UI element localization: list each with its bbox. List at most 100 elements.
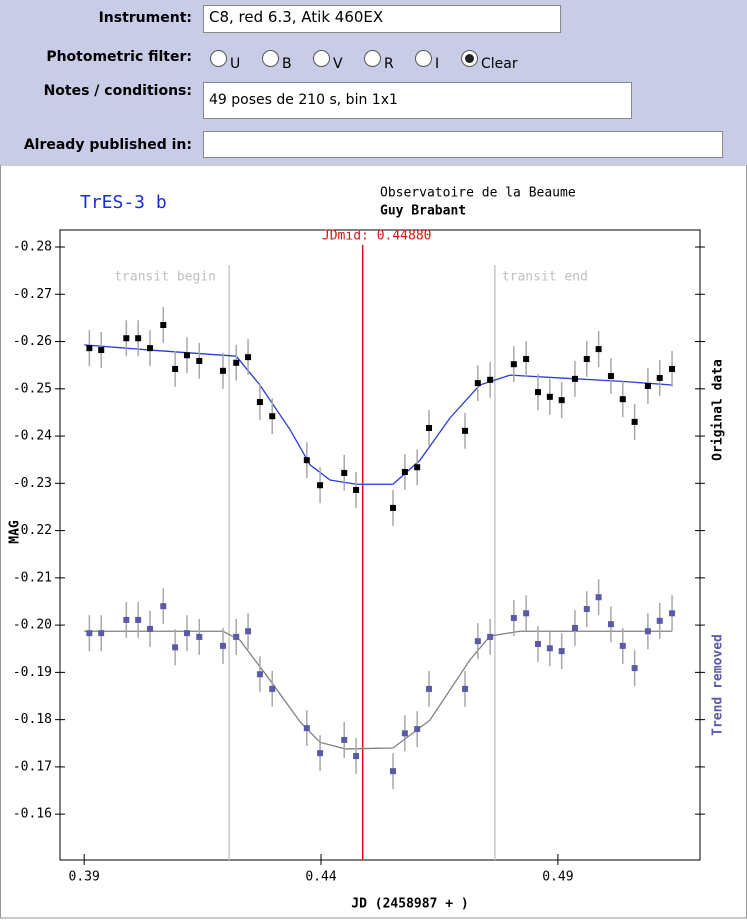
y-tick-label: -0.22 — [13, 523, 52, 538]
point — [219, 367, 226, 374]
point — [619, 642, 626, 649]
point — [303, 457, 310, 464]
point — [160, 321, 167, 328]
point — [571, 375, 578, 382]
form: Instrument: C8, red 6.3, Atik 460EX Phot… — [0, 0, 747, 165]
point — [534, 389, 541, 396]
point — [353, 486, 360, 493]
point — [317, 750, 324, 757]
point — [510, 361, 517, 368]
radio-label: Clear — [481, 56, 518, 72]
observatory: Observatoire de la Beaume — [380, 186, 576, 201]
x-tick-label: 0.44 — [305, 870, 336, 885]
point — [595, 346, 602, 353]
point — [317, 482, 324, 489]
series-label: Trend removed — [711, 634, 726, 736]
point — [256, 399, 263, 406]
y-tick-label: -0.18 — [13, 712, 52, 727]
point — [546, 645, 553, 652]
point — [558, 648, 565, 655]
point — [147, 345, 154, 352]
point — [631, 665, 638, 672]
point — [98, 347, 105, 354]
radio[interactable]: B — [262, 48, 292, 72]
x-tick-label: 0.39 — [69, 870, 100, 885]
notes-input[interactable]: 49 poses de 210 s, bin 1x1 — [203, 82, 632, 119]
point — [233, 359, 240, 366]
radio-circle[interactable] — [461, 49, 478, 67]
y-tick-label: -0.26 — [13, 334, 52, 349]
radio-circle[interactable] — [262, 49, 279, 67]
point — [123, 616, 130, 623]
y-axis-label: MAG — [8, 520, 23, 544]
y-tick-label: -0.27 — [13, 287, 52, 302]
y-tick-label: -0.23 — [13, 476, 52, 491]
radio[interactable]: Clear — [461, 48, 518, 72]
y-tick-label: -0.28 — [13, 240, 52, 255]
x-axis-label: JD (2458987 + ) — [351, 897, 468, 912]
point — [245, 628, 252, 635]
radio-label: U — [230, 56, 241, 72]
point — [341, 736, 348, 743]
point — [607, 373, 614, 380]
transit-label: transit begin — [114, 270, 216, 285]
y-tick-label: -0.16 — [13, 807, 52, 822]
point — [245, 354, 252, 361]
point — [487, 376, 494, 383]
point — [523, 610, 530, 617]
y-tick-label: -0.21 — [13, 570, 52, 585]
published-input[interactable] — [203, 131, 723, 158]
point — [546, 393, 553, 400]
point — [426, 685, 433, 692]
label: Already published in: — [23, 137, 192, 153]
point — [583, 356, 590, 363]
point — [172, 644, 179, 651]
point — [462, 427, 469, 434]
point — [558, 397, 565, 404]
point — [269, 413, 276, 420]
point — [656, 617, 663, 624]
x-tick-label: 0.49 — [542, 870, 573, 885]
point — [390, 504, 397, 511]
point — [510, 615, 517, 622]
point — [303, 725, 310, 732]
label: Instrument: — [98, 10, 192, 26]
point — [669, 365, 676, 372]
point — [183, 352, 190, 359]
point — [172, 365, 179, 372]
point — [669, 610, 676, 617]
point — [474, 638, 481, 645]
y-tick-label: -0.19 — [13, 665, 52, 680]
point — [631, 418, 638, 425]
point — [269, 685, 276, 692]
radio-circle[interactable] — [364, 49, 381, 67]
point — [474, 380, 481, 387]
point — [644, 382, 651, 389]
point — [595, 594, 602, 601]
point — [414, 464, 421, 471]
point — [462, 685, 469, 692]
point — [583, 606, 590, 613]
label: Notes / conditions: — [43, 83, 192, 99]
point — [656, 374, 663, 381]
jdmid-label: JDmid: 0.44880 — [322, 229, 432, 244]
point — [183, 630, 190, 637]
point — [256, 671, 263, 678]
chart: TrES-3 b Observatoire de la Beaume Guy B… — [0, 165, 747, 919]
point — [135, 616, 142, 623]
point — [401, 468, 408, 475]
radio-label: R — [384, 56, 394, 72]
radio-circle[interactable] — [313, 49, 330, 67]
radio-circle[interactable] — [415, 49, 432, 67]
radio-circle[interactable] — [210, 49, 227, 67]
point — [607, 621, 614, 628]
point — [523, 356, 530, 363]
radio[interactable]: U — [210, 48, 240, 72]
instrument-input[interactable]: C8, red 6.3, Atik 460EX — [203, 5, 561, 33]
chart-title: TrES-3 b — [80, 192, 167, 213]
radio[interactable]: R — [364, 48, 394, 72]
y-tick-label: -0.24 — [13, 429, 52, 444]
radio[interactable]: V — [313, 48, 343, 72]
radio[interactable]: I — [415, 48, 439, 72]
